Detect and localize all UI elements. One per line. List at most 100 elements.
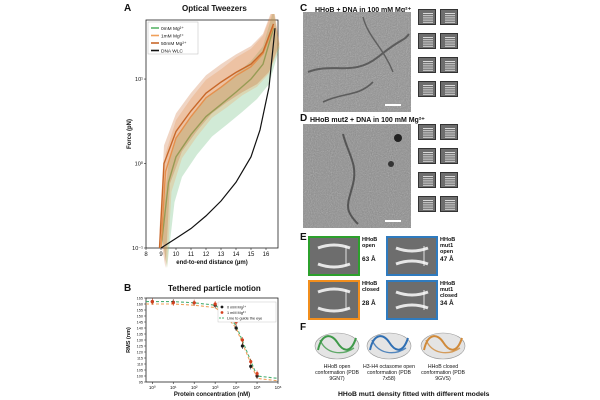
y-axis-label: RMS (nm)	[126, 327, 132, 353]
data-point	[171, 301, 175, 305]
legend-swatch	[220, 305, 224, 309]
data-point	[249, 364, 253, 368]
x-tick-label: 14	[233, 252, 240, 258]
series-line	[160, 28, 276, 249]
class-average-thumbnail	[440, 57, 458, 73]
y-tick-label: 155	[137, 309, 143, 313]
panel-label-c: C	[300, 3, 308, 14]
data-point	[240, 344, 245, 348]
class-average-thumbnail	[440, 9, 458, 25]
legend: 0 mM Mg²⁺1 mM Mg²⁺ Line to guide the eye	[217, 301, 277, 323]
data-point	[240, 338, 245, 342]
class-average-hhob-mut1-open	[386, 236, 438, 276]
cryo-em-micrograph-c	[303, 12, 411, 112]
x-tick-label: 12	[203, 252, 210, 258]
class-average-thumbnail	[440, 148, 458, 164]
y-tick-label: 115	[137, 357, 143, 361]
x-tick-label: 10¹	[170, 385, 177, 390]
y-tick-label: 150	[137, 315, 143, 319]
panel-label-e: E	[300, 232, 307, 243]
legend-box	[217, 301, 277, 323]
class-average-thumbnail	[418, 33, 436, 49]
y-tick-label: 160	[137, 303, 143, 307]
class-average-thumbnail	[440, 172, 458, 188]
legend-label: DNA WLC	[161, 49, 183, 55]
y-tick-label: 120	[137, 351, 143, 355]
x-tick-label: 10²	[191, 385, 198, 390]
class-average-thumbnail	[418, 9, 436, 25]
distance-measurement: 34 Å	[440, 300, 454, 307]
x-tick-label: 10⁴	[233, 385, 240, 390]
y-tick-label: 130	[137, 339, 143, 343]
legend-label: 1mM Mg²⁺	[161, 34, 184, 40]
x-tick-label: 10	[173, 252, 180, 258]
y-tick-label: 10⁰	[135, 161, 144, 168]
panel-label-a: A	[124, 3, 132, 14]
density-model-fit	[420, 332, 466, 360]
legend: 0mM Mg²⁺ 1mM Mg²⁺50mM Mg²⁺ DNA WLC	[147, 21, 199, 55]
density-model-fit	[314, 332, 360, 360]
y-tick-label: 125	[137, 345, 143, 349]
data-point	[234, 326, 238, 330]
x-tick-label: 11	[188, 252, 195, 258]
x-tick-label: 10⁵	[254, 385, 261, 390]
panel-c-title: HHoB + DNA in 100 mM Mg²⁺	[315, 7, 412, 14]
x-tick-label: 10³	[212, 385, 219, 390]
series-line	[158, 23, 275, 249]
legend-swatch	[220, 311, 224, 314]
class-average-thumbnail	[440, 196, 458, 212]
cryo-em-micrograph-d	[303, 124, 411, 228]
legend-label: 1 mM Mg²⁺	[227, 311, 246, 315]
model-caption: HHoB open conformation (PDB 9GN7)	[315, 364, 359, 383]
panel-label-d: D	[300, 113, 308, 124]
y-tick-label: 10⁻¹	[132, 246, 143, 252]
confidence-band	[161, 14, 280, 268]
tethered-particle-chart: 10⁰ 10¹ 10² 10³ 10⁴ 10⁵ 10⁶ 165 160 155 150 145 140 1…	[126, 297, 282, 399]
y-tick-label: 110	[137, 363, 143, 367]
chart-a-title: Optical Tweezers	[182, 4, 247, 13]
x-tick-label: 13	[218, 252, 225, 258]
class-average-thumbnail	[418, 57, 436, 73]
model-caption: H3-H4 octasome open conformation (PDB 7x…	[363, 364, 415, 383]
x-tick-label: 15	[248, 252, 255, 258]
x-axis-label: Protein concentration (nM)	[174, 392, 250, 398]
class-average-thumbnail	[440, 81, 458, 97]
y-tick-label: 140	[137, 327, 143, 331]
x-tick-label: 8	[144, 252, 148, 258]
class-average-label: HHoB mut1 closed	[440, 281, 458, 299]
distance-measurement: 28 Å	[362, 300, 376, 307]
class-average-thumbnail	[418, 196, 436, 212]
y-tick-label: 100	[137, 375, 143, 379]
data-point	[150, 300, 154, 304]
y-tick-label: 165	[137, 297, 143, 301]
class-average-thumbnail	[418, 81, 436, 97]
distance-measurement: 63 Å	[362, 256, 376, 263]
data-point	[192, 301, 196, 305]
optical-tweezers-chart: 8 9 10 11 12 13 14 15 16 10⁻¹ 10⁰ 10¹ end-to-end dis…	[127, 14, 280, 268]
legend-label: 50mM Mg²⁺	[161, 41, 187, 47]
density-model-fit	[366, 332, 412, 360]
y-tick-label: 145	[137, 321, 143, 325]
y-tick-label: 95	[139, 381, 143, 385]
legend-label: 0 mM Mg²⁺	[227, 306, 246, 310]
data-point	[213, 302, 217, 306]
x-tick-label: 10⁰	[149, 385, 156, 390]
y-tick-label: 105	[137, 369, 143, 373]
class-average-hhob-mut1-closed	[386, 280, 438, 320]
x-axis-label: end-to-end distance (µm)	[176, 260, 247, 266]
data-point	[249, 360, 253, 364]
panel-label-f: F	[300, 322, 307, 333]
class-average-thumbnail	[418, 148, 436, 164]
chart-b-title: Tethered particle motion	[168, 284, 261, 293]
class-average-thumbnail	[418, 172, 436, 188]
panel-f-title: HHoB mut1 density fitted with different …	[338, 391, 490, 398]
confidence-band	[161, 14, 280, 268]
series-line	[160, 27, 275, 249]
panel-d-title: HHoB mut2 + DNA in 100 mM Mg²⁺	[310, 117, 425, 124]
legend-label: Line to guide the eye	[227, 317, 262, 321]
class-average-hhob-open	[308, 236, 360, 276]
data-point	[255, 372, 259, 376]
class-average-thumbnail	[440, 33, 458, 49]
distance-measurement: 47 Å	[440, 256, 454, 263]
y-tick-label: 10¹	[135, 77, 143, 83]
